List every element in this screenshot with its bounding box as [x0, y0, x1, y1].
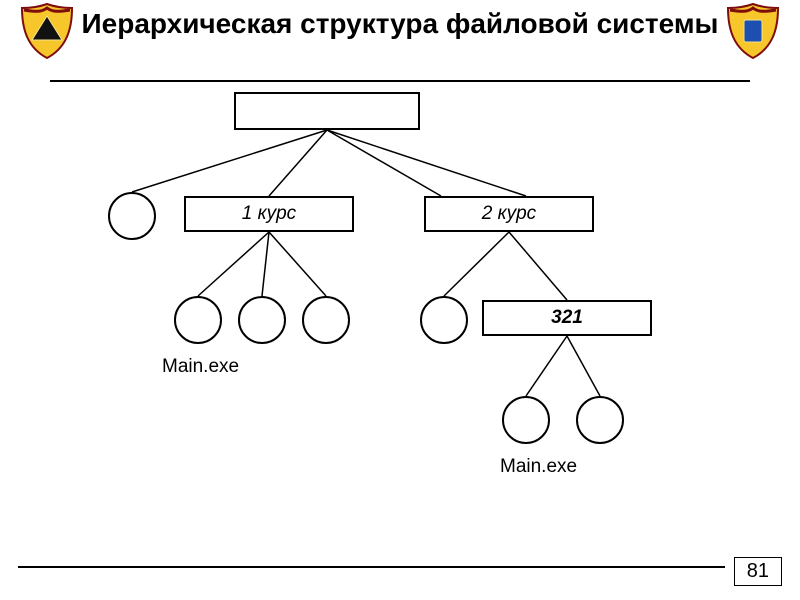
node-root: [234, 92, 420, 130]
node-k1a: [174, 296, 222, 344]
node-g1: [502, 396, 550, 444]
node-b321: 321: [482, 300, 652, 336]
node-k1c: [302, 296, 350, 344]
node-label: 1 курс: [242, 203, 296, 225]
node-k2: 2 курс: [424, 196, 594, 232]
diagram-container: 1 курс 2 курс 321 Main.exe Main.exe: [0, 0, 800, 600]
page-number: 81: [734, 557, 782, 586]
free-label-main2: Main.exe: [500, 456, 577, 478]
node-k2a: [420, 296, 468, 344]
node-k1: 1 курс: [184, 196, 354, 232]
free-label-main1: Main.exe: [162, 356, 239, 378]
footer-rule: [18, 566, 725, 568]
node-label: 2 курс: [482, 203, 536, 225]
node-k1b: [238, 296, 286, 344]
slide: Иерархическая структура файловой системы…: [0, 0, 800, 600]
diagram-edges: [0, 0, 800, 600]
node-label: 321: [551, 307, 583, 329]
node-g2: [576, 396, 624, 444]
node-c0: [108, 192, 156, 240]
